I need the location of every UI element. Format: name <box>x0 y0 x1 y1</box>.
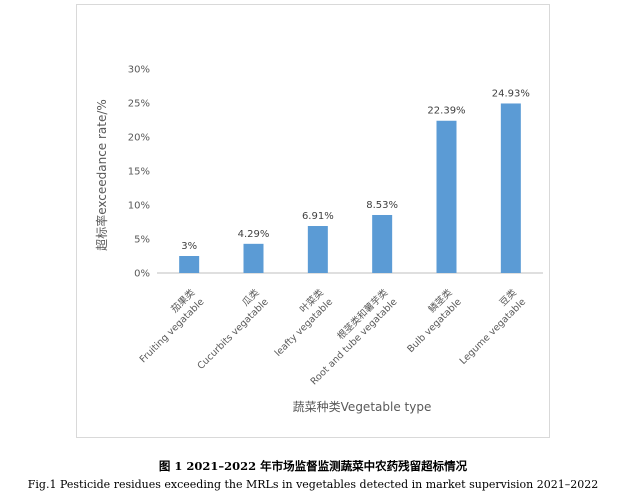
chart-frame: 0% 5% 10% 15% 20% 25% 30% 3% 4.29% 6.91% 8.53% 22.… <box>76 4 550 438</box>
x-axis-title: 蔬菜种类Vegetable type <box>293 400 432 414</box>
bar <box>243 243 264 273</box>
category-label-en: Cucurbits vegatable <box>195 296 270 371</box>
data-label: 6.91% <box>302 211 334 222</box>
data-label: 8.53% <box>366 200 398 211</box>
y-tick-label: 0% <box>134 269 150 280</box>
y-axis-title: 超标率exceedance rate/% <box>94 99 109 251</box>
bar-chart: 0% 5% 10% 15% 20% 25% 30% 3% 4.29% 6.91% 8.53% 22.… <box>94 65 543 414</box>
bar <box>372 214 393 273</box>
bar <box>500 103 521 273</box>
y-tick-label: 10% <box>128 201 150 212</box>
y-tick-label: 5% <box>134 235 150 246</box>
data-label: 24.93% <box>492 88 530 99</box>
figure-caption-cn: 图 1 2021–2022 年市场监督监测蔬菜中农药残留超标情况 <box>158 459 468 473</box>
figure-caption-en: Fig.1 Pesticide residues exceeding the M… <box>27 478 599 491</box>
y-tick-label: 30% <box>128 65 150 76</box>
y-axis-ticks: 0% 5% 10% 15% 20% 25% 30% <box>128 65 150 280</box>
y-tick-label: 15% <box>128 167 150 178</box>
bar <box>436 120 457 273</box>
data-label: 3% <box>181 241 197 252</box>
data-label: 22.39% <box>427 106 465 117</box>
y-tick-label: 25% <box>128 99 150 110</box>
bar <box>307 226 328 273</box>
bars <box>179 103 521 273</box>
y-tick-label: 20% <box>128 133 150 144</box>
data-label: 4.29% <box>238 229 270 240</box>
data-labels: 3% 4.29% 6.91% 8.53% 22.39% 24.93% <box>181 88 530 252</box>
category-label-en: Legume vegatable <box>458 296 528 366</box>
bar <box>179 256 200 273</box>
